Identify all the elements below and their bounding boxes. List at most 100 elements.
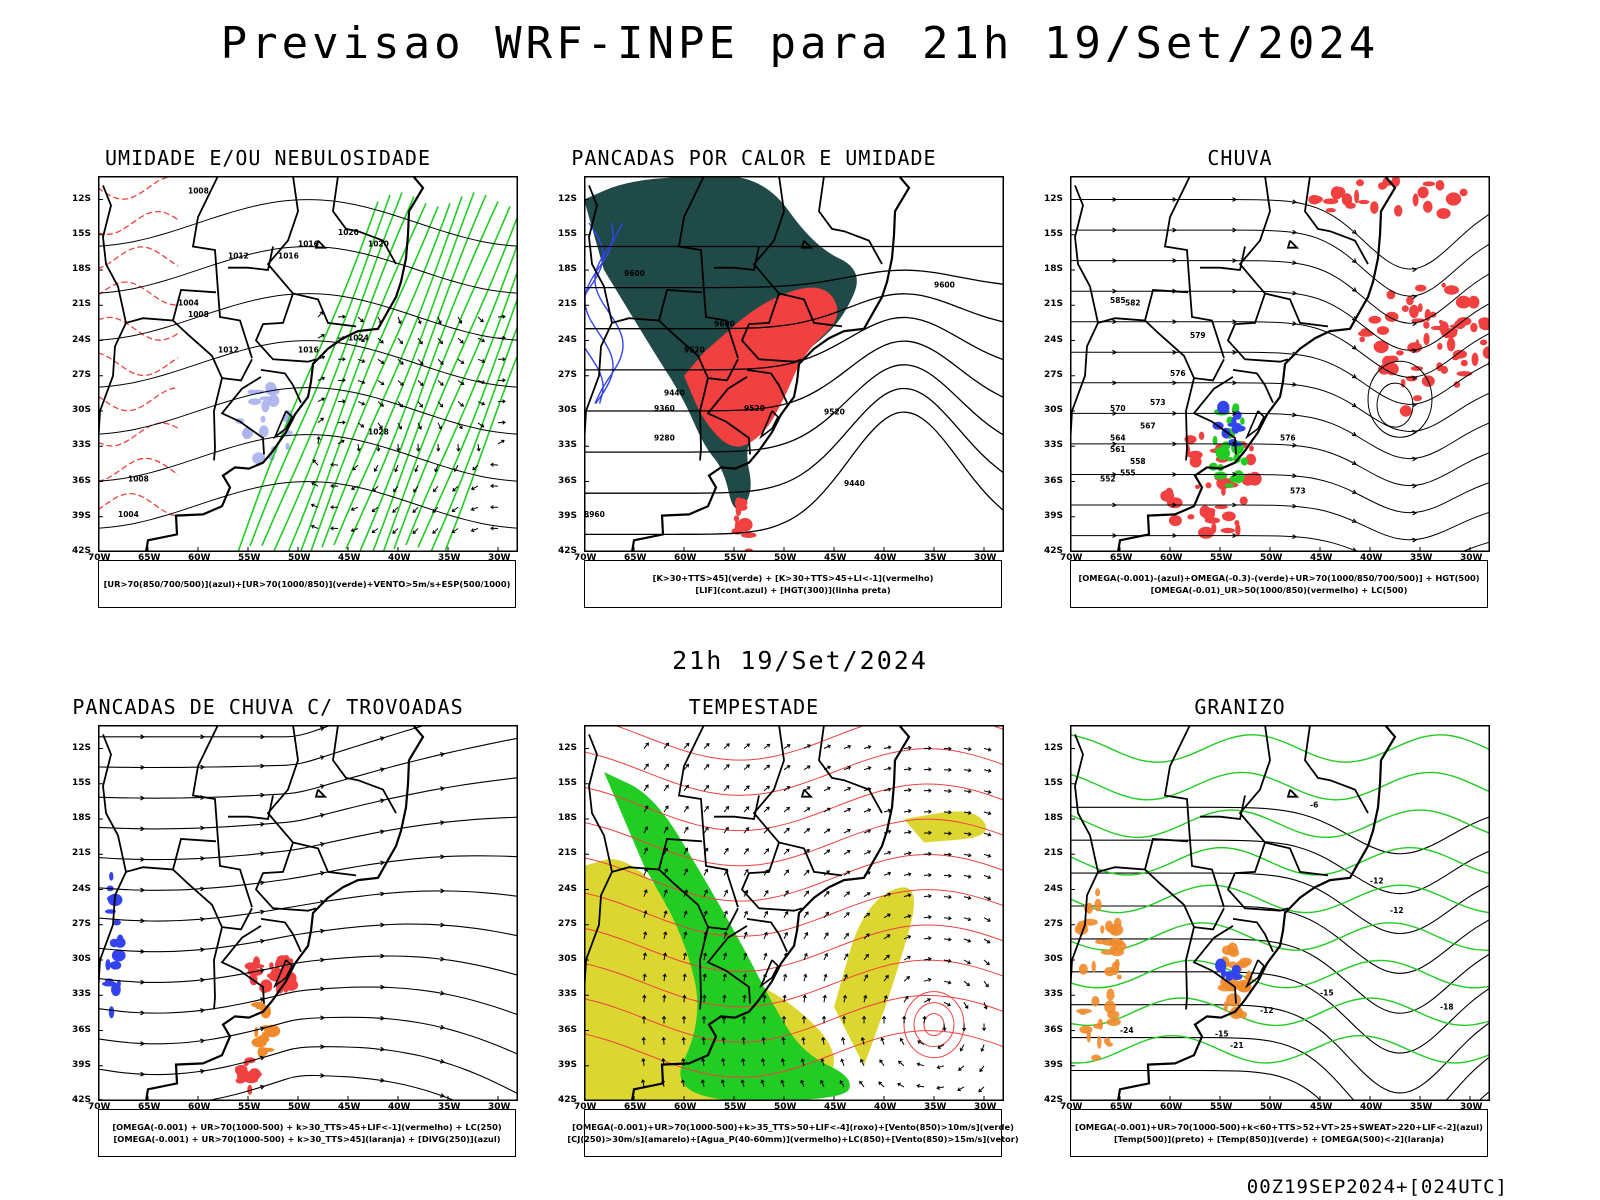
lat-tick-label: 24S: [1044, 883, 1064, 894]
lat-tick-label: 33S: [558, 440, 578, 451]
border-line: [699, 926, 709, 1010]
wind-vector: [497, 420, 506, 425]
rain-area: [1412, 193, 1419, 207]
omega-500-area: [1091, 1054, 1101, 1061]
contour-label: 567: [1140, 422, 1156, 431]
wind-vector: [457, 401, 464, 407]
divergence-area: [105, 959, 111, 971]
wind-vector: [743, 952, 748, 961]
wind-vector: [842, 994, 848, 1003]
divergence-area: [114, 937, 126, 948]
omega-area: [1227, 457, 1234, 462]
rain-area: [1460, 359, 1468, 367]
wind-vector: [681, 1036, 686, 1045]
contour-label: 1020: [338, 228, 359, 237]
legend-line: [OMEGA(-0.001)-(azul)+OMEGA(-0.3)-(verde…: [1078, 573, 1480, 583]
flow-arrow: [260, 880, 266, 886]
temp-850-contour: [1070, 809, 1490, 839]
lat-tick-label: 15S: [72, 777, 92, 788]
rain-area: [1423, 200, 1433, 213]
wind-vector: [803, 890, 810, 897]
temp-850-contour: [1070, 959, 1490, 989]
wind-vector: [456, 443, 461, 452]
wind-vector: [843, 912, 850, 919]
wind-vector: [377, 380, 385, 386]
wind-vector: [452, 485, 459, 492]
map-tempestade: 12S 15S 18S 21S 24S 27S 30S 33S 36S 39S 42S 70W 65W 6…: [558, 725, 1004, 1112]
omega-500-area: [1097, 1035, 1102, 1049]
wind-vector: [983, 789, 992, 794]
map-canvas: 585 582 579 576 573 570 567 564 561 558 555 552 576 5…: [1070, 176, 1490, 552]
legend-line: [OMEGA(-0.01)_UR>50(1000/850)(vermelho) …: [1150, 585, 1408, 595]
wind-vector: [723, 889, 729, 897]
wind-vector: [662, 994, 667, 1003]
contour-label: 1004: [118, 510, 139, 519]
border-line: [740, 842, 803, 912]
legend-box: [OMEGA(-0.001)-(azul)+OMEGA(-0.3)-(verde…: [1070, 560, 1488, 608]
wind-vector: [803, 952, 808, 961]
wind-vector: [662, 952, 668, 961]
contour-label: -12: [1390, 906, 1404, 915]
map-trovoadas: 12S 15S 18S 21S 24S 27S 30S 33S 36S 39S 42S 70W 65W 6…: [72, 725, 518, 1112]
lon-tick-label: 50W: [1260, 553, 1283, 563]
wind-vector: [783, 931, 788, 940]
wind-vector: [453, 464, 459, 472]
lat-tick-label: 12S: [72, 742, 92, 753]
omega-500-area: [1095, 888, 1101, 897]
legend-box: [UR>70(850/700/500)](azul)+[UR>70(1000/8…: [98, 560, 516, 608]
legend-line: [K>30+TTS>45](verde) + [K>30+TTS>45+LI<-…: [652, 573, 934, 583]
streamline-250: [98, 1074, 457, 1101]
lon-tick-label: 30W: [974, 553, 997, 563]
lon-tick-label: 45W: [824, 553, 847, 563]
wind-vector: [683, 805, 689, 813]
wind-vector: [317, 334, 325, 339]
wind-vector: [377, 422, 383, 430]
rain-area: [1452, 349, 1467, 359]
wind-vector: [741, 1058, 746, 1066]
wind-vector: [350, 528, 359, 533]
streamline-250: [98, 890, 518, 922]
streamline-250: [98, 725, 428, 769]
lon-tick-label: 45W: [824, 1102, 847, 1112]
lat-tick-label: 36S: [558, 475, 578, 486]
wind-vector: [840, 1058, 845, 1066]
wind-vector: [722, 994, 727, 1003]
wind-vector: [783, 765, 791, 771]
rain-area: [1445, 192, 1462, 206]
flow-arrow: [1351, 258, 1357, 264]
contour-label: 8960: [584, 510, 605, 519]
rain-area: [1385, 311, 1399, 322]
lat-tick-label: 33S: [72, 989, 92, 1000]
border-line: [714, 246, 760, 271]
lat-tick-label: 21S: [72, 299, 92, 310]
border-line: [260, 918, 302, 953]
lat-tick-label: 24S: [558, 334, 578, 345]
panel-title: PANCADAS DE CHUVA C/ TROVOADAS: [72, 695, 464, 719]
flow-arrow: [1112, 197, 1118, 202]
map-canvas: 1008 1012 1016 1016 1020 1020 1024 1028 1004 1008…: [98, 176, 518, 552]
wind-vector: [472, 464, 479, 471]
wind-vector: [903, 955, 911, 961]
wind-vector: [703, 805, 709, 813]
wind-vector: [397, 337, 403, 345]
flow-arrow: [320, 1073, 326, 1079]
wind-vector: [721, 1036, 726, 1045]
wind-vector: [983, 874, 992, 880]
omega-500-area: [1100, 925, 1105, 934]
page-title: Previsao WRF-INPE para 21h 19/Set/2024: [220, 18, 1380, 69]
flow-arrow: [1232, 288, 1238, 294]
flow-arrow: [439, 752, 446, 757]
rain-area: [1400, 378, 1406, 388]
border-line: [658, 868, 739, 931]
wind-vector: [963, 789, 972, 794]
legend-box: [K>30+TTS>45](verde) + [K>30+TTS>45+LI<-…: [584, 560, 1002, 608]
wind-vector: [683, 910, 688, 918]
wind-vector: [943, 937, 952, 942]
wind-vector: [392, 506, 399, 513]
wind-vector: [783, 973, 788, 982]
contour-label: -15: [1320, 988, 1334, 997]
flow-arrow: [320, 841, 326, 847]
wind-vector: [742, 994, 747, 1003]
wind-vector: [643, 889, 648, 897]
streamline-850: [584, 818, 1004, 867]
